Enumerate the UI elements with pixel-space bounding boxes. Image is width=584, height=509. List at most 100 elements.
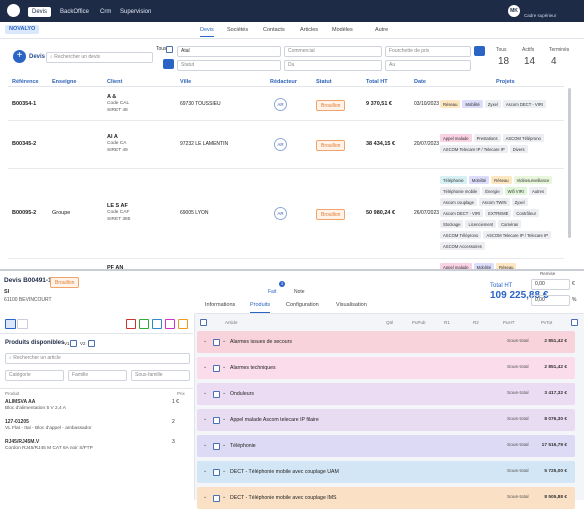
nav-item[interactable]: Crm bbox=[100, 9, 112, 15]
discount-input[interactable]: 0,00 bbox=[531, 279, 570, 290]
detail-tab[interactable]: Visualisation bbox=[336, 302, 367, 308]
column-header[interactable]: Projets bbox=[496, 79, 515, 85]
projects: Téléphonie Mobilité Réseau Vidéosurveillanc… bbox=[440, 176, 564, 253]
counter-value: 18 bbox=[498, 56, 510, 67]
select[interactable]: Catégorie bbox=[5, 370, 64, 381]
nav-item[interactable]: Devis bbox=[28, 7, 52, 17]
filter-button[interactable] bbox=[163, 59, 174, 69]
select-all[interactable] bbox=[200, 319, 207, 326]
section[interactable] bbox=[197, 409, 575, 431]
list-view[interactable] bbox=[17, 319, 28, 329]
brand: Groupe bbox=[52, 210, 71, 216]
subtotal: 3 417,32 € bbox=[544, 391, 567, 396]
logo[interactable] bbox=[7, 4, 20, 17]
tab[interactable]: Autre bbox=[375, 27, 389, 33]
select[interactable]: Sous-famille bbox=[131, 370, 190, 381]
nav-item[interactable]: Supervision bbox=[120, 9, 152, 15]
all-checkbox[interactable] bbox=[166, 46, 173, 53]
column-header[interactable]: Ville bbox=[180, 79, 192, 85]
checkbox[interactable] bbox=[213, 339, 220, 346]
section[interactable] bbox=[197, 383, 575, 405]
company-select[interactable]: NOVALYO bbox=[5, 25, 40, 34]
section[interactable] bbox=[197, 461, 575, 483]
project-chip: Zyxel bbox=[511, 198, 528, 206]
chevron: ⌄ bbox=[222, 468, 227, 474]
checkbox[interactable] bbox=[213, 417, 220, 424]
new-button[interactable]: + bbox=[13, 50, 26, 63]
column-header[interactable]: Date bbox=[414, 79, 426, 85]
tab[interactable]: Modèles bbox=[332, 27, 353, 33]
tool[interactable] bbox=[139, 319, 149, 329]
checkbox[interactable] bbox=[213, 365, 220, 372]
status: Brouillon bbox=[316, 100, 346, 111]
v2-checkbox[interactable] bbox=[88, 340, 95, 347]
col-product: Produit bbox=[5, 391, 20, 396]
subtotal: 5 725,00 € bbox=[544, 469, 567, 474]
to-input[interactable]: Au bbox=[385, 60, 471, 71]
checkbox[interactable] bbox=[213, 443, 220, 450]
search-input[interactable]: ⌕ Rechercher un devis bbox=[46, 52, 153, 63]
item-desc: VL Flat - Ital - Bloc d'appel - ambassad… bbox=[5, 426, 92, 431]
discount-pct-input[interactable]: 0,00 bbox=[531, 295, 570, 306]
divider bbox=[0, 388, 193, 389]
project-chip: Prestations bbox=[473, 134, 501, 142]
detail-tab[interactable]: Informations bbox=[205, 302, 236, 308]
from-input[interactable]: Du bbox=[284, 60, 382, 71]
table-row[interactable] bbox=[8, 120, 564, 169]
v1-checkbox[interactable] bbox=[70, 340, 77, 347]
client: SIRET 49 bbox=[107, 148, 128, 153]
item-code[interactable]: 127-01205 bbox=[5, 419, 29, 425]
column-header[interactable]: Rédacteur bbox=[270, 79, 297, 85]
item-code[interactable]: ALIMSVA AA bbox=[5, 399, 36, 405]
item-code[interactable]: RJ45/RJ45M.V bbox=[5, 439, 40, 445]
tool[interactable] bbox=[165, 319, 175, 329]
checkbox[interactable] bbox=[213, 391, 220, 398]
column-header[interactable]: Total HT bbox=[366, 79, 388, 85]
project-chip: Mobilité bbox=[473, 263, 495, 271]
action-note[interactable]: Note bbox=[294, 289, 305, 295]
client: AI A bbox=[107, 134, 118, 140]
project-chip: Ascom TWIN bbox=[478, 198, 510, 206]
tool[interactable] bbox=[178, 319, 188, 329]
tab[interactable]: Sociétés bbox=[227, 27, 249, 33]
checkbox[interactable] bbox=[213, 469, 220, 476]
nav-item[interactable]: BackOffice bbox=[60, 9, 89, 15]
select[interactable]: Famille bbox=[68, 370, 127, 381]
article-search[interactable]: ⌕ Rechercher un article bbox=[5, 353, 190, 364]
line-header: Article bbox=[225, 320, 238, 325]
table-row[interactable] bbox=[8, 168, 564, 259]
agency-select[interactable]: Atal bbox=[177, 46, 281, 57]
detail-tab[interactable]: Produits bbox=[250, 302, 271, 313]
tab[interactable]: Devis bbox=[200, 27, 214, 37]
section-name: DECT - Téléphonie mobile avec couplage I… bbox=[230, 495, 337, 501]
status-select[interactable]: Statut bbox=[177, 60, 281, 71]
grid-view[interactable] bbox=[5, 319, 16, 329]
role: Cadre supérieur bbox=[524, 13, 557, 18]
commercial-select[interactable]: Commercial bbox=[284, 46, 382, 57]
column-header[interactable]: Référence bbox=[12, 79, 39, 85]
table-row[interactable] bbox=[8, 88, 564, 121]
action-done[interactable]: Fait bbox=[268, 289, 277, 295]
price-input[interactable]: Fourchette de prix bbox=[385, 46, 471, 57]
section[interactable] bbox=[197, 331, 575, 353]
checkbox[interactable] bbox=[213, 495, 220, 502]
tool[interactable] bbox=[126, 319, 136, 329]
column-header[interactable]: Client bbox=[107, 79, 123, 85]
tab[interactable]: Contacts bbox=[263, 27, 285, 33]
projects: Appel malade Mobilité Réseau bbox=[440, 263, 564, 274]
detail-tab[interactable]: Configuration bbox=[286, 302, 319, 308]
author: AR bbox=[274, 98, 287, 111]
column-header[interactable]: Statut bbox=[316, 79, 332, 85]
tab[interactable]: Articles bbox=[300, 27, 319, 33]
section-name: Téléphonie bbox=[230, 443, 256, 449]
column-header[interactable]: Enseigne bbox=[52, 79, 77, 85]
counter-label: Terminés bbox=[549, 47, 570, 53]
view-button[interactable] bbox=[474, 46, 485, 56]
select-all-right[interactable] bbox=[571, 319, 578, 326]
section[interactable] bbox=[197, 357, 575, 379]
avatar[interactable]: MK bbox=[508, 5, 520, 17]
tool[interactable] bbox=[152, 319, 162, 329]
section[interactable] bbox=[197, 435, 575, 457]
col-price: Prix bbox=[177, 391, 185, 396]
v2-label: V2 bbox=[80, 341, 86, 346]
